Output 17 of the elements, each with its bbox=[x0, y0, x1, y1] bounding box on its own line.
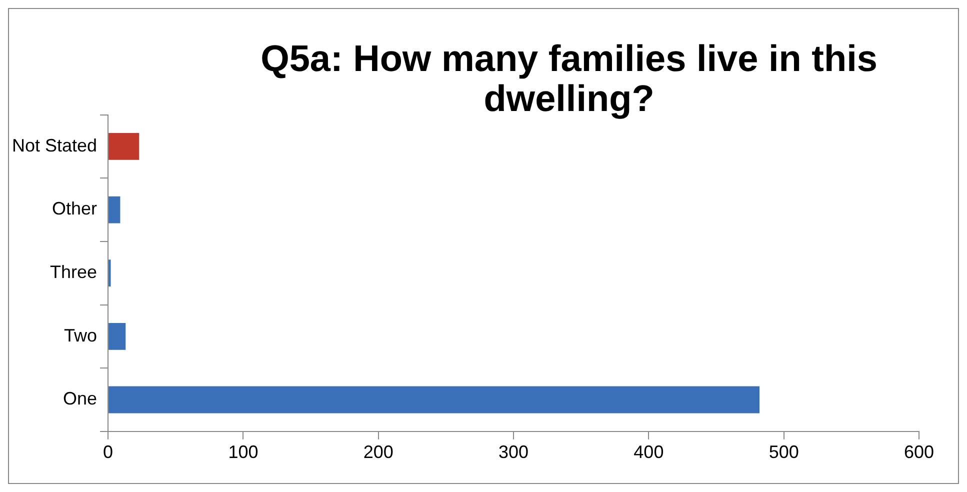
x-tick-label: 200 bbox=[363, 442, 394, 462]
bar bbox=[108, 196, 120, 224]
y-tick-label: Other bbox=[52, 198, 98, 219]
bar bbox=[108, 133, 140, 160]
y-tick-label: One bbox=[63, 388, 98, 409]
y-tick-label: Three bbox=[50, 262, 98, 282]
x-tick-label: 0 bbox=[103, 442, 114, 462]
y-tick-label: Two bbox=[64, 325, 98, 346]
bar bbox=[108, 322, 126, 350]
x-tick-label: 100 bbox=[228, 442, 258, 462]
bar bbox=[108, 386, 760, 414]
y-tick-label: Not Stated bbox=[12, 135, 98, 156]
chart-title: Q5a: How many families live in this dwelling? bbox=[260, 38, 878, 119]
x-tick-label: 500 bbox=[768, 442, 799, 462]
x-tick-label: 400 bbox=[634, 442, 664, 462]
x-tick-label: 300 bbox=[498, 442, 529, 462]
x-tick-label: 600 bbox=[904, 442, 934, 462]
